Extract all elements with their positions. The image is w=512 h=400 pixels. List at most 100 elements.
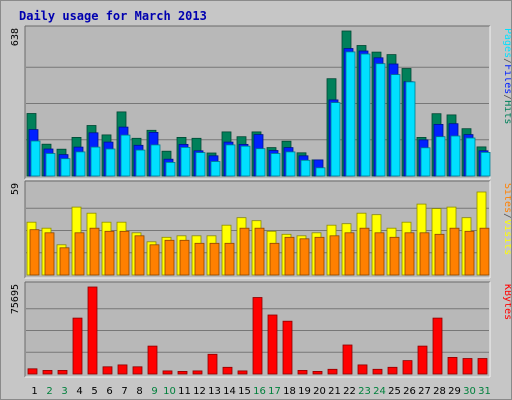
bar-sites-day-10 <box>164 239 175 276</box>
bar-sites-day-7 <box>119 230 130 276</box>
x-tick-label-day-11: 11 <box>178 386 191 397</box>
bar-kbytes-day-10 <box>162 370 173 375</box>
bar-pages-day-30 <box>465 137 476 177</box>
bar-kbytes-day-12 <box>192 370 203 375</box>
bar-sites-day-5 <box>89 227 100 276</box>
bar-kbytes-day-22 <box>342 344 353 375</box>
x-tick-label-day-27: 27 <box>418 386 431 397</box>
bar-pages-day-12 <box>195 152 206 177</box>
bar-kbytes-day-25 <box>387 366 398 375</box>
bar-sites-day-6 <box>104 230 115 276</box>
bar-sites-day-27 <box>419 232 430 276</box>
bar-sites-day-15 <box>239 227 250 276</box>
bar-sites-day-3 <box>59 247 70 276</box>
legend-sites: Sites <box>502 183 511 213</box>
bar-kbytes-day-28 <box>432 317 443 375</box>
bar-sites-day-22 <box>344 232 355 276</box>
bar-pages-day-1 <box>30 140 41 177</box>
x-tick-label-day-23: 23 <box>358 386 371 397</box>
x-tick-label-day-19: 19 <box>298 386 311 397</box>
bar-sites-day-30 <box>464 230 475 276</box>
legend-slash: / <box>502 58 511 64</box>
x-tick-label-day-18: 18 <box>283 386 296 397</box>
x-tick-label-day-13: 13 <box>208 386 221 397</box>
panel-pages-files-hits-ymax-label: 638 <box>10 28 21 46</box>
bar-sites-day-4 <box>74 232 85 276</box>
legend-kbytes: KBytes <box>502 284 511 320</box>
legend-slash: / <box>502 213 511 219</box>
x-tick-label-day-25: 25 <box>388 386 401 397</box>
x-tick-label-day-20: 20 <box>313 386 326 397</box>
x-tick-label-day-4: 4 <box>76 386 82 397</box>
bar-sites-day-18 <box>284 236 295 276</box>
bar-kbytes-day-13 <box>207 353 218 375</box>
bar-sites-day-14 <box>224 242 235 276</box>
bar-pages-day-17 <box>270 153 281 177</box>
bar-kbytes-day-6 <box>102 366 113 375</box>
bar-pages-day-10 <box>165 161 176 177</box>
legend-visits: Visits <box>502 219 511 255</box>
bar-sites-day-13 <box>209 242 220 276</box>
bar-sites-day-21 <box>329 235 340 276</box>
x-tick-label-day-26: 26 <box>403 386 416 397</box>
bar-kbytes-day-21 <box>327 368 338 375</box>
bar-kbytes-day-1 <box>27 368 38 375</box>
x-tick-label-day-9: 9 <box>151 386 157 397</box>
bar-sites-day-9 <box>149 244 160 276</box>
bar-kbytes-day-27 <box>417 345 428 375</box>
bar-sites-day-1 <box>29 229 40 276</box>
bar-pages-day-18 <box>285 151 296 177</box>
bar-sites-day-24 <box>374 232 385 276</box>
bar-sites-day-28 <box>434 233 445 276</box>
x-tick-label-day-31: 31 <box>478 386 491 397</box>
panel-kbytes-legend: KBytes <box>502 284 511 320</box>
bar-sites-day-17 <box>269 242 280 276</box>
bar-kbytes-day-16 <box>252 297 263 375</box>
bar-pages-day-20 <box>315 167 326 177</box>
panel-sites-visits-legend: Sites/Visits <box>502 183 511 255</box>
bar-pages-day-25 <box>390 74 401 177</box>
bar-pages-day-8 <box>135 149 146 177</box>
bar-pages-day-2 <box>45 153 56 177</box>
bar-sites-day-12 <box>194 242 205 276</box>
bar-kbytes-day-20 <box>312 370 323 375</box>
bar-sites-day-16 <box>254 227 265 276</box>
panel-pages-files-hits-legend: Pages/Files/Hits <box>502 28 511 124</box>
chart-title: Daily usage for March 2013 <box>19 9 207 23</box>
legend-slash: / <box>502 94 511 100</box>
bar-kbytes-day-4 <box>72 317 83 375</box>
bar-kbytes-day-7 <box>117 364 128 375</box>
bar-pages-day-28 <box>435 136 446 177</box>
bar-kbytes-day-24 <box>372 368 383 375</box>
bar-kbytes-day-14 <box>222 366 233 375</box>
bar-kbytes-day-8 <box>132 366 143 375</box>
x-tick-label-day-3: 3 <box>61 386 67 397</box>
bar-kbytes-day-9 <box>147 345 158 375</box>
bar-kbytes-day-3 <box>57 369 68 375</box>
bar-sites-day-23 <box>359 227 370 276</box>
bar-pages-day-24 <box>375 63 386 177</box>
bar-pages-day-9 <box>150 144 161 177</box>
bar-sites-day-25 <box>389 236 400 276</box>
bar-sites-day-29 <box>449 227 460 276</box>
bar-kbytes-day-30 <box>462 358 473 375</box>
x-tick-label-day-12: 12 <box>193 386 206 397</box>
bar-pages-day-15 <box>240 145 251 177</box>
x-tick-label-day-16: 16 <box>253 386 266 397</box>
x-tick-label-day-1: 1 <box>31 386 37 397</box>
bar-kbytes-day-19 <box>297 369 308 375</box>
bar-pages-day-3 <box>60 158 71 177</box>
panel-sites-visits-ymax-label: 59 <box>10 183 21 195</box>
bar-kbytes-day-29 <box>447 356 458 375</box>
bar-kbytes-day-2 <box>42 369 53 375</box>
bar-pages-day-31 <box>480 151 491 177</box>
bar-pages-day-6 <box>105 148 116 177</box>
bar-sites-day-31 <box>479 227 490 276</box>
x-tick-label-day-6: 6 <box>106 386 112 397</box>
bar-pages-day-4 <box>75 151 86 177</box>
x-tick-label-day-15: 15 <box>238 386 251 397</box>
bar-kbytes-day-5 <box>87 286 98 375</box>
bar-pages-day-23 <box>360 53 371 177</box>
